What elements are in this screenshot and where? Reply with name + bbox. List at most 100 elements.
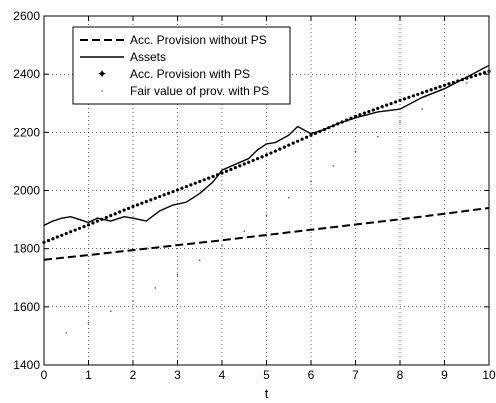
series-point-with-ps [131, 204, 135, 209]
series-point-fair-value [287, 196, 290, 199]
x-tick-label: 5 [263, 368, 270, 382]
series-point-with-ps [465, 76, 469, 80]
series-point-with-ps [180, 186, 184, 190]
series-point-with-ps [331, 124, 335, 128]
series-point-fair-value [132, 300, 134, 302]
series-point-with-ps [273, 149, 277, 153]
series-point-with-ps [118, 210, 122, 214]
series-point-with-ps [385, 103, 389, 107]
series-point-with-ps [104, 215, 108, 220]
series-point-with-ps [313, 131, 318, 135]
series-point-with-ps [420, 91, 424, 95]
series-point-with-ps [100, 217, 104, 221]
series-point-with-ps [282, 145, 286, 149]
series-point-fair-value [465, 82, 468, 84]
x-tick-label: 7 [352, 368, 359, 382]
series-point-fair-value [198, 259, 201, 262]
series-point-with-ps [376, 106, 380, 110]
series-point-with-ps [304, 135, 309, 139]
series-point-with-ps [429, 88, 433, 92]
series-point-with-ps [291, 141, 295, 145]
series-point-fair-value [265, 214, 268, 217]
series-point-with-ps [113, 212, 117, 216]
series-point-fair-value [421, 108, 424, 110]
series-point-with-ps [238, 164, 242, 168]
series-point-with-ps [389, 101, 393, 106]
series-point-with-ps [362, 111, 366, 115]
x-tick-label: 0 [41, 368, 48, 382]
series-point-with-ps [434, 86, 438, 90]
series-point-with-ps [345, 118, 349, 122]
series-point-with-ps [95, 219, 99, 223]
x-tick-label: 4 [219, 368, 226, 382]
series-line-without-ps [43, 206, 490, 261]
series-point-with-ps [78, 226, 82, 230]
series-point-with-ps [358, 113, 362, 117]
series-point-with-ps [456, 79, 460, 83]
y-tick-label: 1600 [13, 300, 40, 314]
series-point-with-ps [438, 85, 442, 89]
series-point-with-ps [300, 137, 304, 141]
series-point-with-ps [73, 228, 77, 232]
x-tick-label: 1 [85, 368, 92, 382]
y-tick-label: 2600 [13, 9, 40, 23]
x-tick-label: 2 [130, 368, 137, 382]
legend-marker-with-ps: ✦ [97, 67, 107, 81]
series-point-with-ps [278, 147, 282, 151]
series-point-with-ps [340, 120, 344, 124]
series-point-with-ps [109, 214, 113, 218]
series-point-with-ps [207, 176, 211, 180]
series-point-with-ps [460, 78, 464, 82]
legend-label-without-ps: Acc. Provision without PS [130, 33, 267, 47]
series-point-with-ps [242, 162, 246, 166]
legend: Acc. Provision without PS Assets ✦ Acc. … [72, 26, 291, 105]
series-point-with-ps [86, 223, 91, 227]
series-point-with-ps [64, 231, 68, 236]
series-point-with-ps [211, 174, 215, 179]
series-point-with-ps [425, 89, 429, 93]
series-point-with-ps [469, 75, 473, 79]
series-point-with-ps [447, 82, 451, 86]
series-point-with-ps [51, 237, 55, 241]
series-point-with-ps [153, 196, 157, 200]
series-point-with-ps [175, 188, 180, 192]
series-point-fair-value [399, 121, 401, 123]
series-point-with-ps [251, 158, 255, 163]
series-point-with-ps [184, 184, 188, 189]
x-tick-label: 6 [308, 368, 315, 382]
series-point-with-ps [69, 230, 73, 234]
series-layer [42, 64, 491, 334]
series-point-with-ps [198, 179, 202, 184]
series-point-with-ps [411, 94, 415, 98]
series-point-with-ps [371, 108, 375, 112]
series-point-with-ps [309, 133, 313, 137]
series-point-fair-value [65, 332, 68, 334]
y-tick-label: 2200 [13, 125, 40, 139]
series-point-fair-value [376, 135, 379, 138]
series-point-with-ps [256, 157, 260, 161]
series-point-with-ps [296, 139, 300, 143]
series-point-with-ps [269, 151, 273, 155]
series-point-with-ps [162, 193, 166, 197]
series-point-fair-value [443, 95, 446, 97]
series-line-assets [43, 64, 490, 227]
series-point-with-ps [442, 83, 447, 87]
x-axis-label: t [265, 386, 269, 401]
series-point-fair-value [354, 150, 357, 153]
x-tick-label: 10 [482, 368, 496, 382]
series-point-with-ps [122, 208, 126, 212]
series-point-with-ps [220, 171, 224, 175]
series-point-with-ps [202, 178, 206, 182]
series-point-with-ps [82, 224, 86, 229]
series-point-with-ps [60, 233, 64, 237]
series-point-with-ps [91, 221, 95, 225]
x-tick-label: 3 [174, 368, 181, 382]
series-point-with-ps [393, 100, 398, 104]
series-point-with-ps [140, 201, 144, 205]
ticks: 0 1 2 3 4 5 6 7 8 9 10 1400 1600 1800 2000 2200 2400 2600 [13, 9, 496, 382]
x-tick-label: 8 [397, 368, 404, 382]
series-point-with-ps [144, 199, 148, 204]
series-point-with-ps [260, 155, 264, 159]
series-point-fair-value [87, 322, 90, 324]
